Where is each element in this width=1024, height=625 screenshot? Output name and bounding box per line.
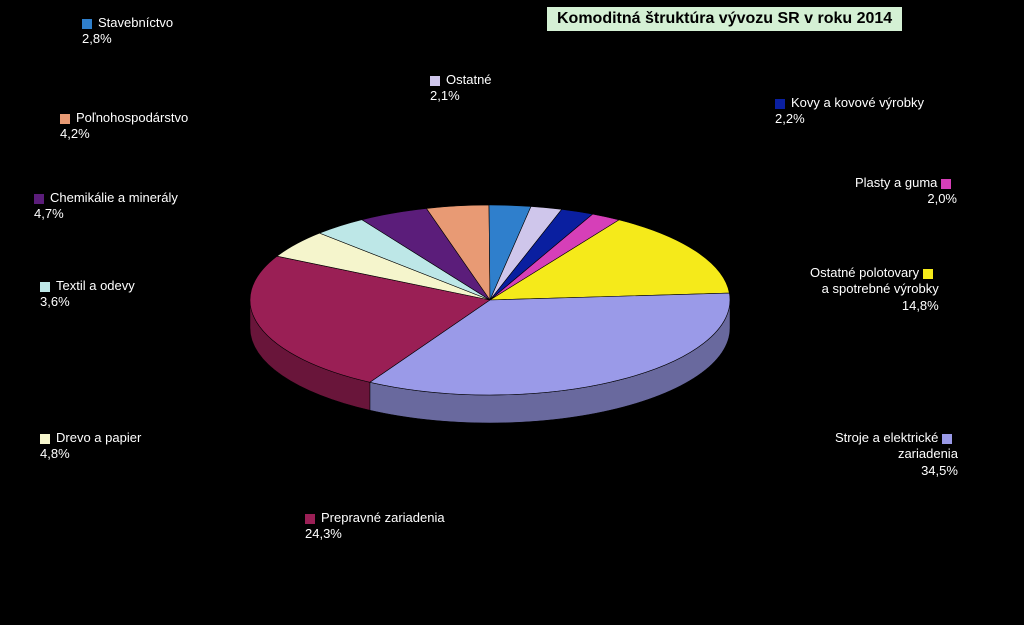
legend-chemikalie: Chemikálie a minerály4,7% — [34, 190, 178, 223]
legend-stroje: Stroje a elektrické zariadenia34,5% — [835, 430, 958, 479]
legend-swatch — [34, 194, 44, 204]
legend-swatch — [305, 514, 315, 524]
legend-stavebnictvo: Stavebníctvo2,8% — [82, 15, 173, 48]
chart-title: Komoditná štruktúra vývozu SR v roku 201… — [546, 6, 903, 32]
legend-swatch — [430, 76, 440, 86]
legend-swatch — [60, 114, 70, 124]
legend-swatch — [40, 434, 50, 444]
legend-swatch — [40, 282, 50, 292]
legend-swatch — [82, 19, 92, 29]
legend-ostatne: Ostatné2,1% — [430, 72, 492, 105]
legend-plasty: Plasty a guma 2,0% — [855, 175, 957, 208]
legend-swatch — [942, 434, 952, 444]
legend-kovy: Kovy a kovové výrobky2,2% — [775, 95, 924, 128]
legend-swatch — [941, 179, 951, 189]
legend-spotrebne: Ostatné polotovary a spotrebné výrobky14… — [810, 265, 939, 314]
legend-swatch — [923, 269, 933, 279]
legend-prepravne: Prepravné zariadenia24,3% — [305, 510, 445, 543]
legend-textil: Textil a odevy3,6% — [40, 278, 135, 311]
legend-swatch — [775, 99, 785, 109]
legend-drevo_papier: Drevo a papier4,8% — [40, 430, 141, 463]
legend-polnohosp: Poľnohospodárstvo4,2% — [60, 110, 188, 143]
